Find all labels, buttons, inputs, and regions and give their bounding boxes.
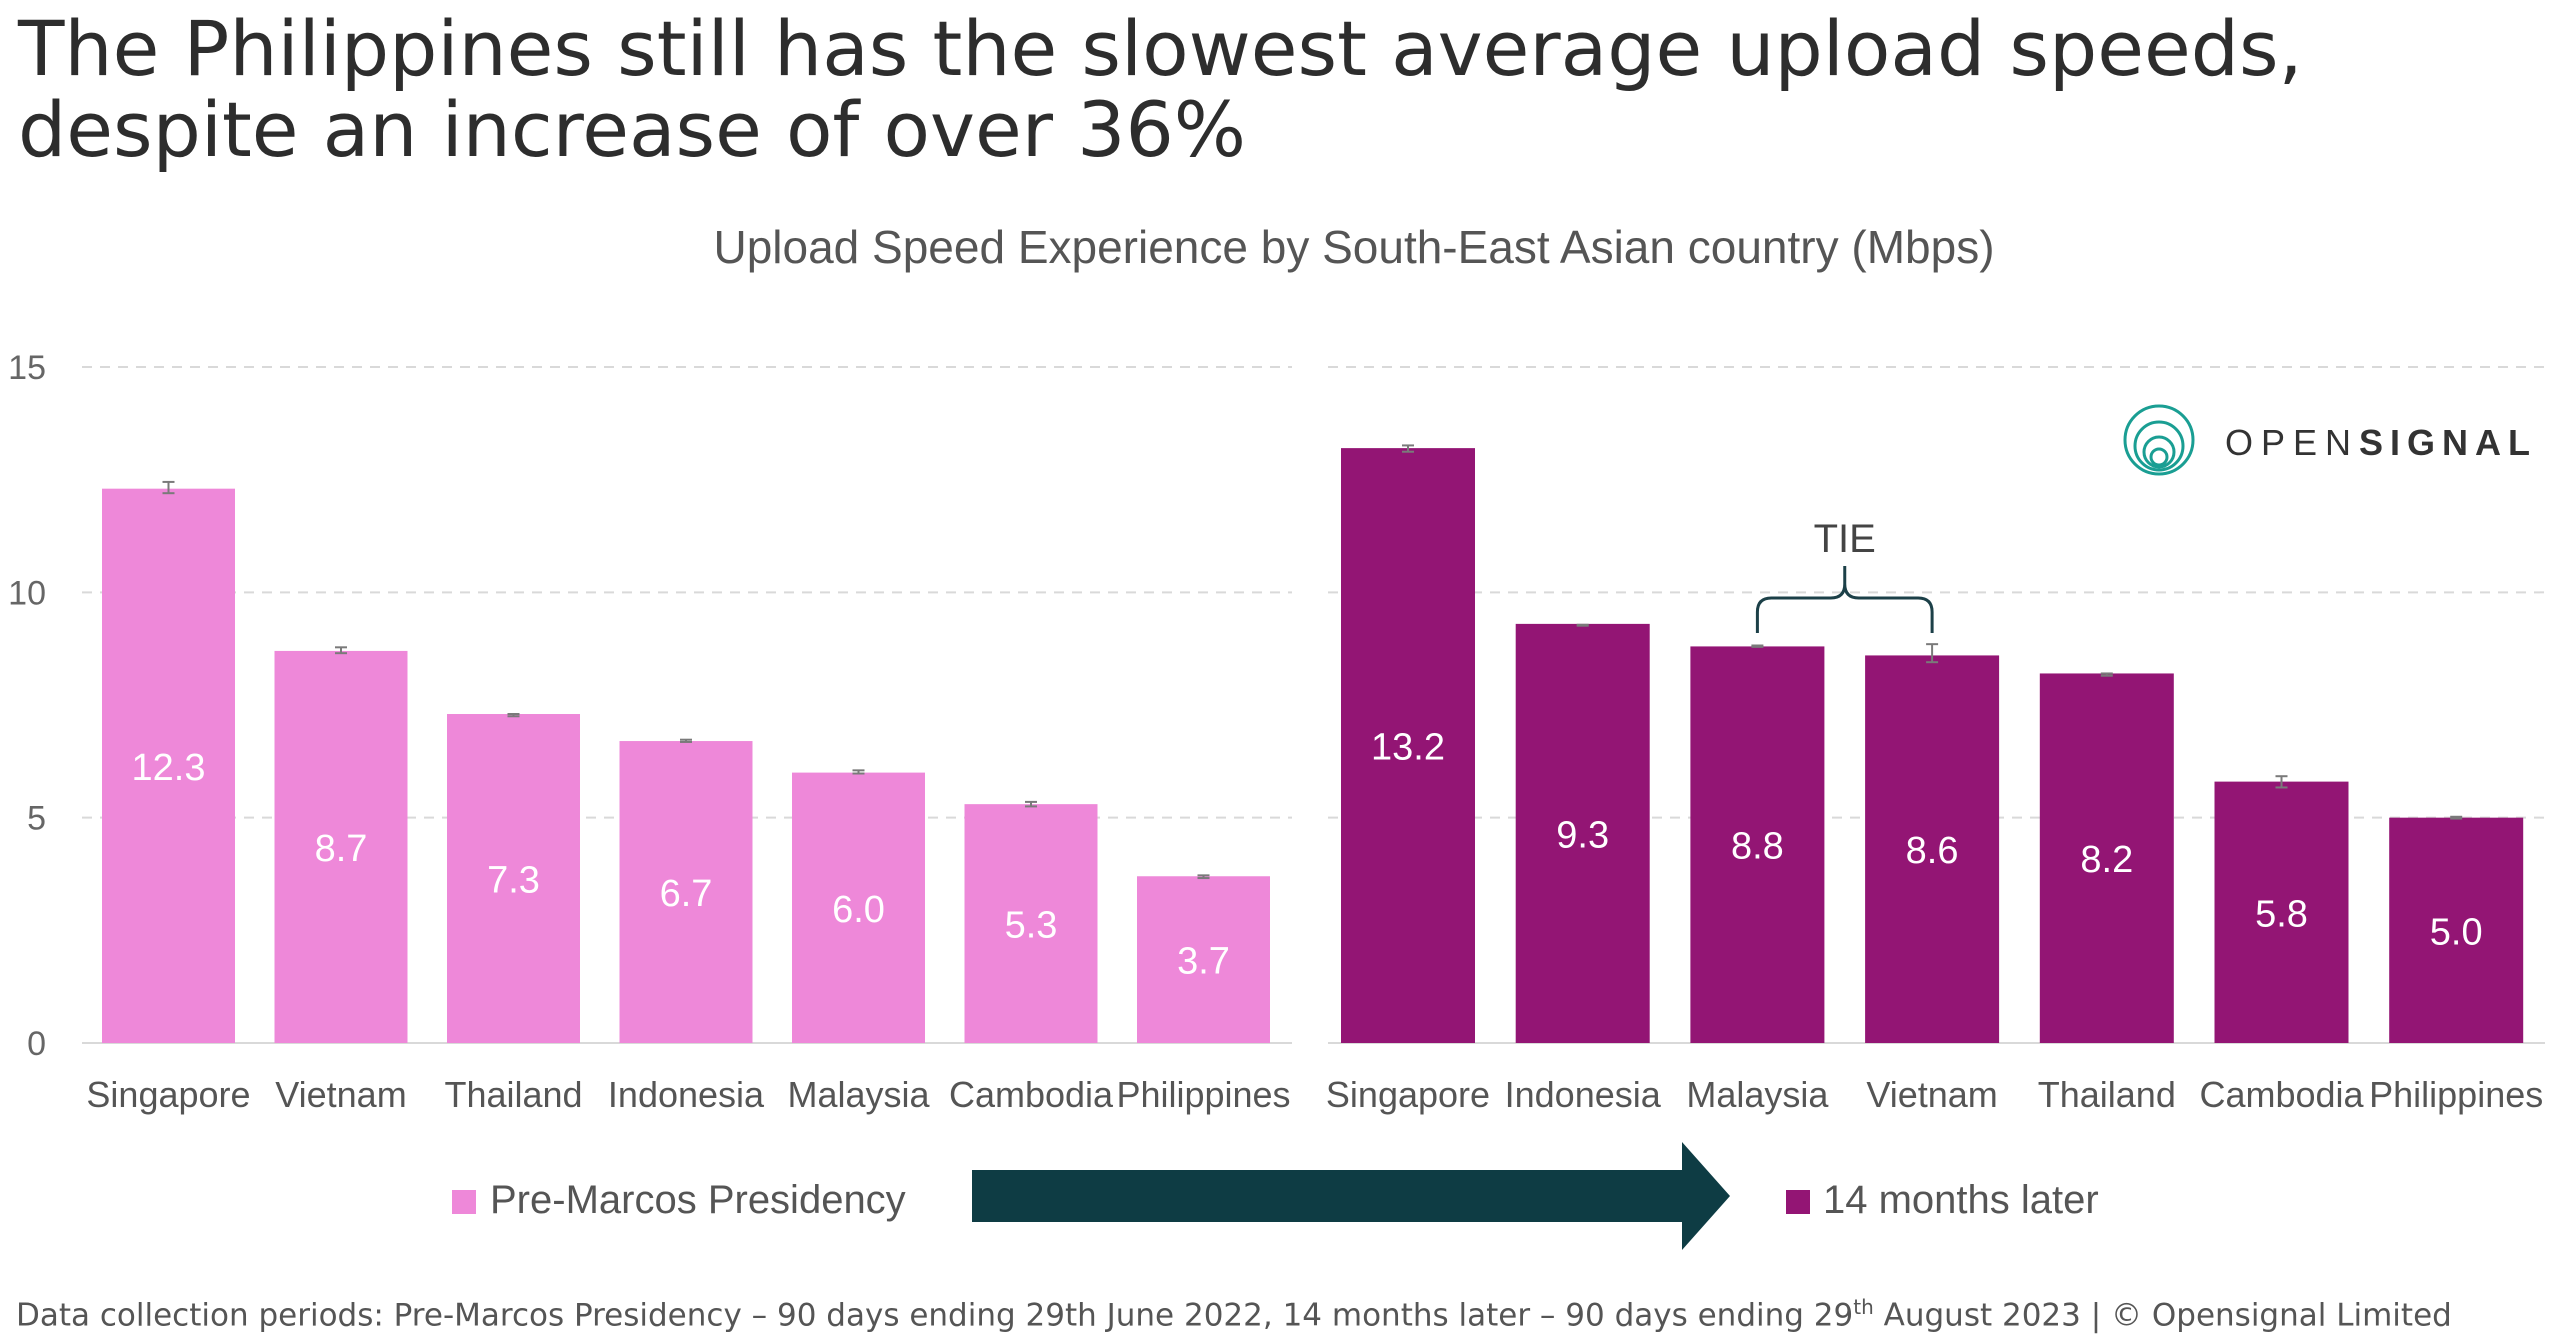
y-tick-label: 15 xyxy=(8,349,46,387)
headline-line-1: The Philippines still has the slowest av… xyxy=(18,4,2303,93)
y-tick-label: 0 xyxy=(27,1025,46,1063)
data-label: 5.8 xyxy=(2255,893,2308,935)
logo-text-open: OPEN xyxy=(2225,422,2360,463)
legend-label-pre-marcos: Pre-Marcos Presidency xyxy=(490,1178,906,1222)
legend-swatch-pre-marcos xyxy=(452,1190,476,1214)
bar xyxy=(1137,876,1270,1043)
bar xyxy=(1515,623,1650,1043)
data-label: 5.0 xyxy=(2430,911,2483,953)
bar xyxy=(447,714,580,1043)
x-tick-label: Singapore xyxy=(1326,1074,1490,1115)
y-tick-label: 5 xyxy=(27,800,46,838)
bar xyxy=(792,772,925,1043)
footer-superscript: th xyxy=(1853,1295,1874,1319)
bar xyxy=(2039,673,2174,1043)
opensignal-logo-text: OPENSIGNAL xyxy=(2225,422,2537,464)
y-tick-label: 10 xyxy=(8,574,46,612)
tie-brace xyxy=(1755,566,1934,633)
bar xyxy=(1341,448,1475,1043)
x-tick-label: Vietnam xyxy=(1866,1074,1997,1115)
x-tick-label: Thailand xyxy=(2038,1074,2176,1115)
tie-annotation-label: TIE xyxy=(1814,517,1876,561)
x-tick-label: Malaysia xyxy=(1686,1074,1829,1115)
chart-title: Upload Speed Experience by South-East As… xyxy=(713,221,1994,273)
bar xyxy=(102,488,235,1043)
x-tick-label: Cambodia xyxy=(949,1074,1114,1115)
headline: The Philippines still has the slowest av… xyxy=(18,8,2303,170)
legend-swatch-14-months xyxy=(1786,1190,1810,1214)
x-tick-label: Malaysia xyxy=(787,1074,930,1115)
data-label: 5.3 xyxy=(1005,905,1058,947)
x-tick-label: Indonesia xyxy=(1505,1074,1662,1115)
data-label: 8.7 xyxy=(315,828,368,870)
data-label: 8.8 xyxy=(1731,826,1784,868)
opensignal-logo: OPENSIGNAL xyxy=(2121,402,2541,478)
data-label: 7.3 xyxy=(487,860,540,902)
x-tick-label: Cambodia xyxy=(2199,1074,2364,1115)
data-label: 3.7 xyxy=(1177,941,1230,983)
logo-text-signal: SIGNAL xyxy=(2359,422,2538,463)
data-label: 8.2 xyxy=(2080,839,2133,881)
x-tick-label: Philippines xyxy=(2369,1074,2543,1115)
footer-text-2: August 2023 | © Opensignal Limited xyxy=(1873,1297,2452,1334)
data-label: 6.7 xyxy=(660,873,713,915)
data-label: 8.6 xyxy=(1906,830,1959,872)
bar xyxy=(964,804,1098,1043)
legend-arrow xyxy=(972,1142,1730,1250)
data-label: 6.0 xyxy=(832,889,885,931)
opensignal-logo-icon xyxy=(2123,404,2195,476)
bar xyxy=(1690,646,1825,1043)
headline-line-2: despite an increase of over 36% xyxy=(18,85,1247,174)
data-label: 13.2 xyxy=(1371,727,1445,769)
x-tick-label: Philippines xyxy=(1116,1074,1290,1115)
x-tick-label: Thailand xyxy=(444,1074,582,1115)
footer-note: Data collection periods: Pre-Marcos Pres… xyxy=(16,1295,2452,1333)
bar xyxy=(274,650,408,1043)
footer-text-1: Data collection periods: Pre-Marcos Pres… xyxy=(16,1297,1854,1334)
bar xyxy=(2389,817,2524,1043)
data-label: 12.3 xyxy=(132,747,206,789)
x-tick-label: Vietnam xyxy=(275,1074,406,1115)
bar xyxy=(2214,781,2349,1043)
x-tick-label: Singapore xyxy=(86,1074,250,1115)
bar xyxy=(1865,655,2000,1043)
x-tick-label: Indonesia xyxy=(608,1074,765,1115)
data-label: 9.3 xyxy=(1556,814,1609,856)
legend-label-14-months: 14 months later xyxy=(1823,1178,2099,1222)
bar xyxy=(619,741,753,1043)
